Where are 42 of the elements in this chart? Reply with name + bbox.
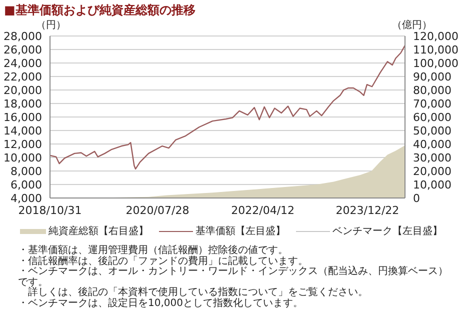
- y2-tick-label: 70,000: [413, 97, 452, 110]
- legend-label: 基準価額【左目盛】: [196, 226, 286, 237]
- y-tick-label: 26,000: [4, 43, 42, 56]
- y2-axis-title: （億円）: [392, 18, 432, 32]
- x-tick-label: 2020/07/28: [126, 204, 190, 217]
- y-tick-label: 18,000: [4, 97, 42, 110]
- y2-tick-label: 40,000: [413, 138, 452, 151]
- y-tick-label: 24,000: [4, 56, 42, 70]
- x-tick-label: 2022/04/12: [231, 204, 295, 217]
- y2-tick-label: 50,000: [413, 124, 452, 138]
- text: ・ベンチマークは、設定日を10,000として指数化しています。: [18, 298, 304, 310]
- y-tick-label: 16,000: [4, 110, 42, 124]
- y-tick-label: 28,000: [4, 30, 42, 43]
- y2-tick-label: 60,000: [413, 110, 452, 124]
- y-tick-label: 12,000: [4, 138, 42, 151]
- legend-label: ベンチマーク【左目盛】: [332, 226, 442, 237]
- y-tick-label: 14,000: [4, 124, 42, 138]
- y-tick-label: 22,000: [4, 70, 42, 84]
- text: ・信託報酬率は、後記の「ファンドの費用」に記載しています。: [18, 256, 309, 267]
- y-tick-label: 6,000: [10, 178, 42, 192]
- y-axis-title: （円）: [36, 19, 66, 32]
- text: ・ベンチマークは、オール・カントリー・ワールド・インデックス（配当込み、円換算ベース）です。: [18, 266, 449, 288]
- line-series: [50, 44, 405, 170]
- y-tick-label: 8,000: [10, 164, 42, 178]
- y2-tick-label: 120,000: [413, 30, 458, 43]
- y2-tick-label: 10,000: [413, 178, 452, 192]
- y2-tick-label: 100,000: [413, 56, 458, 70]
- y2-tick-label: 0: [413, 192, 420, 205]
- y2-tick-label: 20,000: [413, 164, 452, 178]
- y2-tick-label: 80,000: [413, 84, 452, 97]
- y2-tick-label: 30,000: [413, 151, 452, 164]
- text: ・基準価額は、運用管理費用（信託報酬）控除後の値です。: [18, 245, 289, 256]
- chart-title: ■基準価額および純資産総額の推移: [3, 2, 196, 18]
- x-tick-label: 2023/12/22: [336, 204, 400, 217]
- y-tick-label: 4,000: [10, 192, 42, 205]
- legend-label: 純資産総額【右目盛】: [48, 226, 148, 237]
- y-tick-label: 10,000: [4, 151, 42, 164]
- text: 詳しくは、後記の「本資料で使用している指数について」をご覧ください。: [28, 287, 369, 298]
- y2-tick-label: 90,000: [413, 70, 452, 84]
- y2-tick-label: 110,000: [413, 43, 458, 56]
- y-tick-label: 20,000: [4, 84, 42, 97]
- x-tick-label: 2018/10/31: [18, 204, 82, 217]
